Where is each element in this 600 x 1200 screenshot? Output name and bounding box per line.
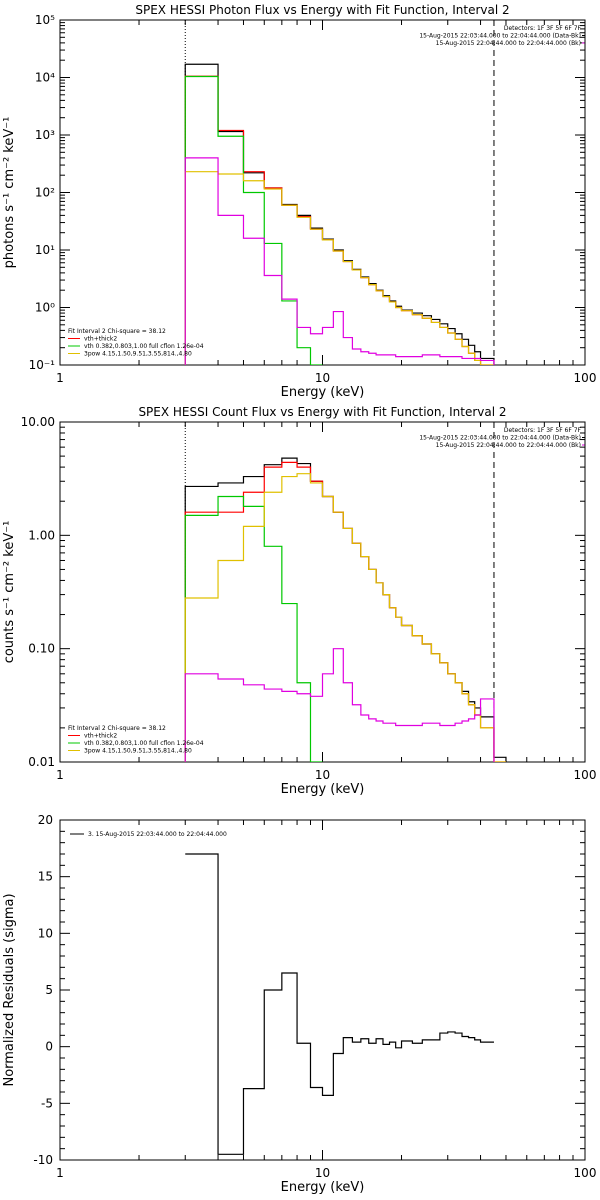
x-tick-label: 100 (574, 371, 597, 385)
fit-summary: Fit Interval 2 Chi-square = 38.12 (68, 328, 166, 335)
x-axis-label: Energy (keV) (281, 782, 365, 797)
y-tick-label: 20 (38, 813, 53, 827)
fit-legend-entry: 3pow 4.15,1.50,9.51,3.55,814.,4.80 (84, 351, 192, 358)
series-line-3-15-aug-2015-22-03-44-000-to-22-04-44-000 (185, 853, 494, 1155)
x-axis-label: Energy (keV) (281, 1180, 365, 1195)
info-line: Detectors: 1F 3F 5F 6F 7F (504, 25, 582, 32)
info-line: 15-Aug-2015 22:04:44.000 to 22:04:44.000… (436, 40, 581, 47)
series-line-data-bk (184, 457, 507, 762)
series-line-data-bk (184, 63, 495, 365)
series-line-vth (184, 495, 323, 762)
photon-flux-panel: SPEX HESSI Photon Flux vs Energy with Fi… (2, 3, 596, 400)
x-axis: 1 10 100 (56, 422, 596, 782)
fit-legend: Fit Interval 2 Chi-square = 38.12vth+thi… (68, 328, 204, 358)
series-group (185, 853, 494, 1155)
y-tick-label: -10 (33, 1153, 53, 1167)
y-tick-label: 10² (35, 186, 55, 200)
y-tick-label: 10 (38, 926, 53, 940)
y-tick-label: -5 (41, 1096, 53, 1110)
fit-summary: Fit Interval 2 Chi-square = 38.12 (68, 725, 166, 732)
series-line-3pow (184, 473, 506, 762)
plot-frame (59, 421, 586, 763)
fit-legend-entry: 3pow 4.15,1.50,9.51,3.55,814.,4.80 (84, 748, 192, 755)
y-tick-label: 10⁰ (35, 301, 55, 315)
series-line-bk (184, 157, 495, 365)
legend: 3. 15-Aug-2015 22:03:44.000 to 22:04:44.… (70, 831, 227, 838)
x-tick-label: 10 (315, 371, 330, 385)
residuals-panel: 1 10 100 Energy (keV) -10 -5 0 5 10 15 20 Normalize… (2, 813, 596, 1195)
x-tick-label: 1 (56, 1166, 64, 1180)
fit-legend-entry: vth 0.382,0.803,1.00 full cflon 1.26e-04 (84, 343, 204, 350)
y-tick-label: 0 (45, 1040, 53, 1054)
y-tick-label: 5 (45, 983, 53, 997)
info-line: Detectors: 1F 3F 5F 6F 7F (504, 427, 582, 434)
y-tick-label: 0.10 (28, 642, 55, 656)
y-axis: -10 -5 0 5 10 15 20 (33, 813, 585, 1167)
x-tick-label: 1 (56, 371, 64, 385)
y-tick-label: 10⁵ (35, 13, 55, 27)
series-group (184, 63, 495, 365)
y-tick-label: 10.00 (21, 415, 55, 429)
series-line-vth (184, 75, 323, 365)
fit-legend-entry: vth+thick2 (84, 336, 117, 343)
x-tick-label: 10 (315, 1166, 330, 1180)
y-axis-label: photons s⁻¹ cm⁻² keV⁻¹ (2, 117, 17, 269)
series-line-bk (184, 648, 495, 762)
y-tick-label: 10⁴ (35, 71, 55, 85)
plot-frame (59, 19, 586, 366)
y-axis: 10⁻¹ 10⁰ 10¹ 10² 10³ 10⁴ 10⁵ (29, 13, 585, 372)
series-line-vth-thick2 (184, 461, 506, 762)
plot-frame (59, 819, 586, 1161)
x-tick-label: 100 (574, 768, 597, 782)
series-group (184, 457, 507, 762)
x-tick-label: 100 (574, 1166, 597, 1180)
y-axis-label: counts s⁻¹ cm⁻² keV⁻¹ (2, 521, 17, 664)
info-line: 15-Aug-2015 22:03:44.000 to 22:04:44.000… (419, 435, 581, 442)
fit-legend: Fit Interval 2 Chi-square = 38.12vth+thi… (68, 725, 204, 755)
y-tick-label: 10⁻¹ (29, 358, 56, 372)
y-axis: 0.01 0.10 1.00 10.00 (21, 415, 585, 769)
y-tick-label: 0.01 (28, 755, 55, 769)
x-axis: 1 10 100 (56, 20, 596, 385)
legend-entry: 3. 15-Aug-2015 22:03:44.000 to 22:04:44.… (88, 831, 227, 838)
info-line: 15-Aug-2015 22:03:44.000 to 22:04:44.000… (419, 33, 581, 40)
x-axis-label: Energy (keV) (281, 385, 365, 400)
chart-title: SPEX HESSI Photon Flux vs Energy with Fi… (135, 3, 509, 17)
y-tick-label: 10¹ (35, 243, 55, 257)
fit-legend-entry: vth+thick2 (84, 733, 117, 740)
y-tick-label: 15 (38, 870, 53, 884)
y-tick-label: 10³ (35, 128, 55, 142)
info-line: 15-Aug-2015 22:04:44.000 to 22:04:44.000… (436, 442, 581, 449)
x-tick-label: 1 (56, 768, 64, 782)
count-flux-panel: SPEX HESSI Count Flux vs Energy with Fit… (2, 405, 596, 797)
chart-title: SPEX HESSI Count Flux vs Energy with Fit… (138, 405, 506, 419)
fit-legend-entry: vth 0.382,0.803,1.00 full cflon 1.26e-04 (84, 740, 204, 747)
x-tick-label: 10 (315, 768, 330, 782)
series-line-vth-thick2 (184, 75, 494, 365)
x-axis: 1 10 100 (56, 820, 596, 1180)
y-axis-label: Normalized Residuals (sigma) (2, 893, 17, 1086)
y-tick-label: 1.00 (28, 528, 55, 542)
series-line-3pow (184, 171, 494, 365)
